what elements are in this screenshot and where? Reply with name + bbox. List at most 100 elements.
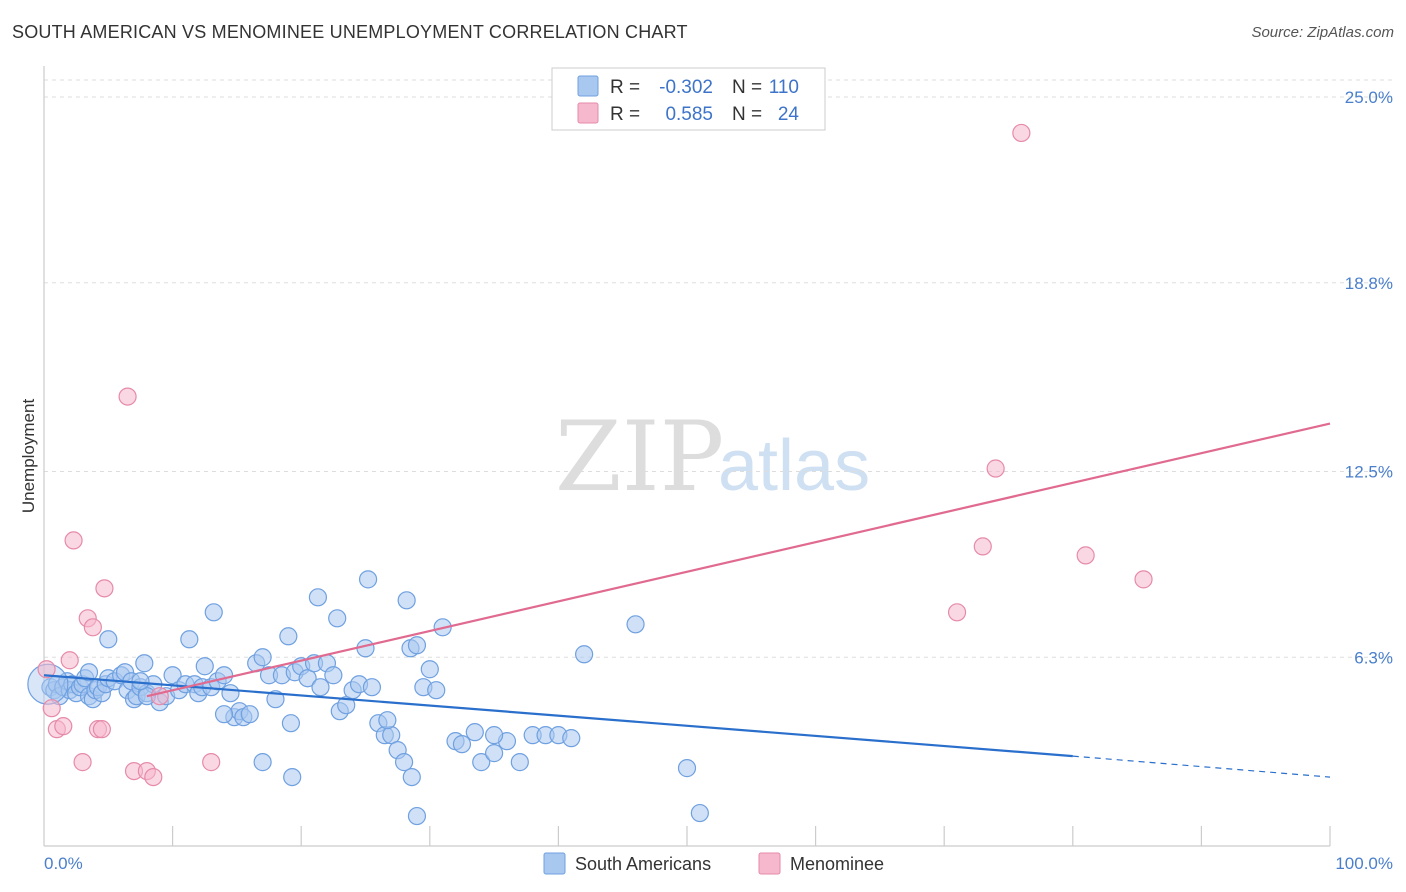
- south-americans-point: [279, 627, 298, 646]
- south-americans-point: [485, 726, 504, 745]
- legend-swatch-menominee: [577, 102, 599, 124]
- menominee-point: [37, 660, 56, 679]
- y-axis-label: Unemployment: [19, 399, 38, 514]
- legend-r-value: -0.302: [659, 77, 713, 98]
- menominee-point: [83, 618, 102, 637]
- south-americans-point: [266, 690, 285, 709]
- legend-n-label: N =: [732, 104, 762, 125]
- south-americans-point: [180, 630, 199, 649]
- menominee-point: [118, 387, 137, 406]
- y-tick-label: 6.3%: [1354, 648, 1393, 667]
- south-americans-point: [394, 753, 414, 772]
- south-americans-trend-line: [43, 674, 1073, 758]
- bottom-legend-label-south-americans: South Americans: [575, 854, 711, 874]
- south-americans-point: [283, 767, 302, 787]
- series-south-americans: [27, 570, 709, 826]
- menominee-point: [202, 753, 221, 772]
- legend-swatch-south-americans: [577, 75, 599, 97]
- menominee-point: [1012, 123, 1031, 143]
- series-legend: South Americans Menominee: [543, 852, 884, 875]
- menominee-point: [54, 717, 73, 736]
- south-americans-point: [281, 714, 301, 733]
- south-americans-point: [427, 681, 446, 700]
- y-tick-label: 25.0%: [1345, 88, 1393, 107]
- south-americans-point: [378, 711, 397, 730]
- legend-r-label: R =: [610, 77, 640, 98]
- legend-n-value: 24: [778, 104, 800, 125]
- south-americans-point: [626, 615, 645, 634]
- south-americans-point: [298, 669, 317, 688]
- south-americans-point: [221, 684, 240, 703]
- south-americans-point: [311, 678, 330, 697]
- legend-n-value: 110: [769, 77, 799, 98]
- south-americans-point: [99, 630, 118, 649]
- menominee-point: [150, 687, 169, 706]
- menominee-point: [64, 531, 83, 550]
- south-americans-point: [407, 806, 427, 826]
- bottom-legend-swatch-menominee: [758, 852, 781, 875]
- south-americans-point: [253, 753, 272, 772]
- menominee-point: [42, 699, 61, 718]
- south-americans-point: [690, 803, 709, 823]
- menominee-point: [144, 767, 163, 787]
- south-americans-point: [362, 678, 382, 697]
- y-tick-labels: 6.3% 12.5% 18.8% 25.0%: [1345, 88, 1393, 667]
- south-americans-point: [358, 570, 378, 589]
- south-americans-point: [420, 660, 439, 679]
- south-americans-point: [562, 729, 581, 748]
- watermark-atlas: atlas: [718, 426, 870, 506]
- legend-r-label: R =: [610, 104, 640, 125]
- bottom-legend-swatch-south-americans: [543, 852, 566, 875]
- south-americans-point: [407, 636, 427, 655]
- menominee-point: [73, 753, 92, 772]
- south-americans-point: [452, 735, 472, 754]
- source-label: Source: ZipAtlas.com: [1251, 24, 1394, 41]
- legend-n-label: N =: [732, 77, 762, 98]
- south-americans-point: [510, 753, 529, 772]
- menominee-point: [95, 579, 114, 598]
- south-americans-point: [328, 609, 347, 628]
- x-tick-label-max: 100.0%: [1335, 854, 1393, 873]
- trend-lines: [43, 422, 1331, 778]
- south-americans-point: [397, 591, 416, 610]
- watermark-zip: ZIP: [555, 401, 724, 513]
- series-menominee: [37, 123, 1153, 787]
- south-americans-point: [253, 648, 272, 667]
- y-tick-label: 18.8%: [1345, 274, 1393, 293]
- menominee-point: [60, 651, 79, 670]
- south-americans-point: [204, 603, 223, 622]
- south-americans-point: [214, 666, 234, 685]
- south-americans-point: [472, 753, 491, 772]
- south-americans-trend-extension: [1072, 755, 1331, 778]
- south-americans-point: [79, 663, 99, 682]
- south-americans-point: [135, 654, 154, 673]
- south-americans-point: [163, 666, 182, 685]
- menominee-point: [986, 459, 1005, 478]
- y-tick-label: 12.5%: [1345, 463, 1393, 482]
- south-americans-point: [575, 645, 594, 664]
- south-americans-point: [402, 767, 421, 787]
- south-americans-point: [240, 705, 259, 724]
- x-tick-label-min: 0.0%: [44, 854, 83, 873]
- menominee-point: [92, 720, 111, 739]
- x-ticks: [172, 826, 1331, 846]
- south-americans-point: [677, 759, 697, 778]
- south-americans-point: [131, 672, 150, 691]
- south-americans-point: [337, 696, 356, 715]
- gridlines: [44, 79, 1393, 658]
- legend-r-value: 0.585: [665, 104, 713, 125]
- menominee-trend-line: [146, 422, 1331, 698]
- south-americans-point: [324, 666, 343, 685]
- menominee-point: [973, 537, 992, 556]
- menominee-point: [1076, 546, 1095, 565]
- south-americans-point: [308, 588, 328, 607]
- menominee-point: [1134, 570, 1153, 589]
- menominee-point: [947, 603, 967, 622]
- south-americans-point: [195, 657, 214, 676]
- correlation-legend: R = -0.302 N = 110 R = 0.585 N = 24: [551, 67, 826, 131]
- south-americans-point: [214, 705, 234, 724]
- chart-title: SOUTH AMERICAN VS MENOMINEE UNEMPLOYMENT…: [12, 22, 688, 42]
- south-americans-point: [485, 744, 504, 763]
- bottom-legend-label-menominee: Menominee: [790, 854, 884, 874]
